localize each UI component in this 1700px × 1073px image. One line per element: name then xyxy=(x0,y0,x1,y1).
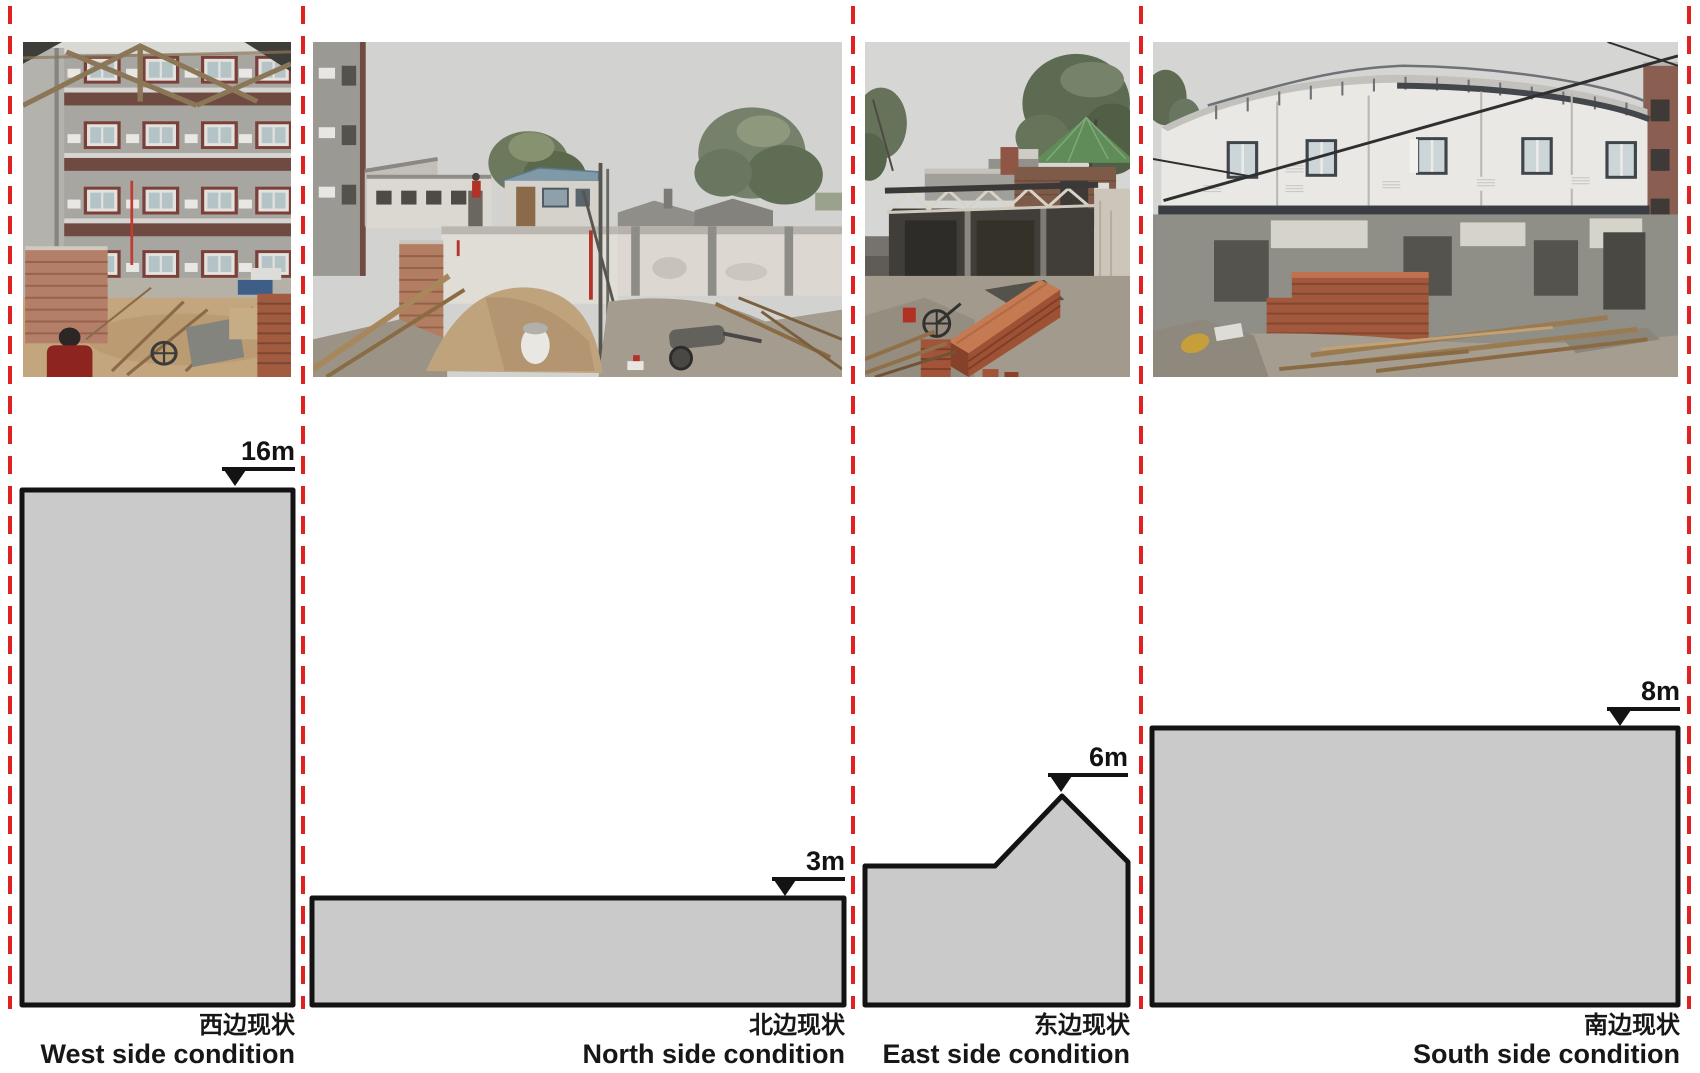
height-label-south: 8m xyxy=(1640,676,1680,706)
caption-west-zh: 西边现状 xyxy=(199,1012,295,1039)
plumb-line xyxy=(130,180,134,266)
downpipe xyxy=(54,47,59,302)
brick-stack-front xyxy=(968,289,1061,377)
caption-north-en: North side condition xyxy=(582,1039,846,1069)
caption-west-en: West side condition xyxy=(40,1039,295,1069)
floor-band xyxy=(1158,205,1650,215)
marker-arrow-icon xyxy=(222,467,248,486)
worker-red xyxy=(472,180,481,198)
height-label-west: 16m xyxy=(240,436,295,466)
east-side-photo xyxy=(865,42,1130,377)
boundary-dashed-line-4 xyxy=(1139,6,1143,1009)
west-photo-scene xyxy=(23,42,291,377)
boundary-dashed-line-5 xyxy=(1687,6,1691,1009)
south-photo-scene xyxy=(1153,42,1678,377)
east-building-mass xyxy=(862,793,1131,1008)
north-side-photo xyxy=(313,42,842,377)
dark-fascia xyxy=(1397,82,1651,123)
height-marker-west: 16m xyxy=(222,436,295,486)
height-marker-south: 8m xyxy=(1607,676,1680,726)
west-side-photo xyxy=(23,42,291,377)
windows xyxy=(1226,137,1637,179)
north-photo-scene xyxy=(313,42,842,377)
roof-railing xyxy=(1207,64,1646,107)
boundary-dashed-line-3 xyxy=(851,6,855,1009)
white-building xyxy=(1161,74,1648,213)
marker-arrow-icon xyxy=(772,877,798,896)
east-photo-scene xyxy=(865,42,1130,377)
scaffold-pole xyxy=(598,162,603,374)
caption-west: 西边现状 West side condition xyxy=(40,1012,295,1069)
south-side-photo xyxy=(1153,42,1678,377)
brick-pile xyxy=(1266,271,1429,352)
caption-north-zh: 北边现状 xyxy=(749,1012,845,1039)
wheelbarrow xyxy=(669,325,726,350)
marker-arrow-icon xyxy=(1607,707,1633,726)
north-building-mass xyxy=(309,895,847,1008)
caption-north: 北边现状 North side condition xyxy=(583,1012,846,1069)
caption-east-zh: 东边现状 xyxy=(1034,1012,1130,1039)
height-label-north: 3m xyxy=(805,846,845,876)
height-label-east: 6m xyxy=(1088,742,1128,772)
brick-stack-top xyxy=(948,279,1061,354)
green-glass-roof xyxy=(1034,117,1130,163)
south-building-mass xyxy=(1149,725,1681,1008)
worker-head xyxy=(58,327,81,348)
brick-chimney xyxy=(1000,147,1019,175)
boundary-dashed-line-2 xyxy=(301,6,305,1009)
height-marker-east: 6m xyxy=(1048,742,1128,792)
height-marker-north: 3m xyxy=(772,846,845,896)
west-building-mass xyxy=(19,487,296,1008)
yellow-barrel xyxy=(1180,333,1210,354)
worker-red-shirt xyxy=(46,345,93,377)
white-bucket xyxy=(520,326,550,365)
marker-arrow-icon xyxy=(1048,773,1074,792)
caption-south-en: South side condition xyxy=(1413,1039,1680,1069)
caption-east: 东边现状 East side condition xyxy=(882,1012,1130,1069)
caption-east-en: East side condition xyxy=(882,1039,1130,1069)
courtyard-wall xyxy=(617,226,842,296)
caption-south: 南边现状 South side condition xyxy=(1413,1012,1680,1069)
caption-south-zh: 南边现状 xyxy=(1584,1012,1680,1039)
boundary-dashed-line-1 xyxy=(8,6,12,1009)
